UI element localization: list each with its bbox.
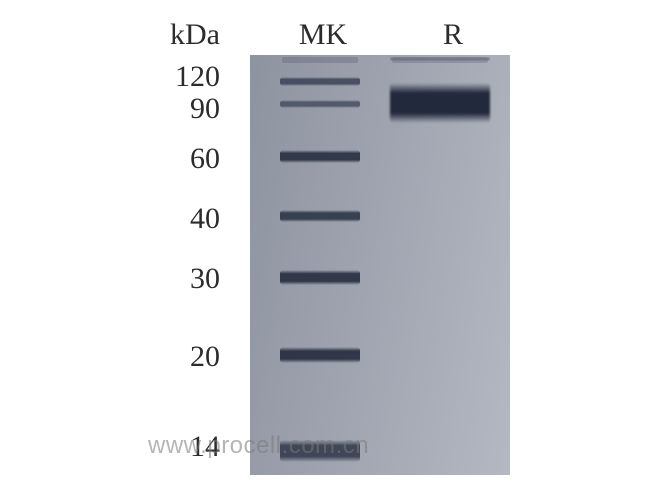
lane-header-marker: MK — [288, 18, 358, 52]
lane-sample-r — [390, 55, 490, 475]
well-marker — [282, 57, 358, 63]
lane-header-sample: R — [428, 18, 478, 52]
band-sample-R — [390, 57, 490, 61]
band-sample-R — [390, 83, 490, 123]
band-marker — [280, 77, 360, 86]
mw-label-60: 60 — [140, 142, 220, 176]
mw-label-40: 40 — [140, 202, 220, 236]
unit-label-kda: kDa — [170, 18, 220, 52]
mw-label-30: 30 — [140, 262, 220, 296]
band-marker — [280, 100, 360, 108]
band-marker — [280, 347, 360, 363]
lane-marker — [280, 55, 360, 475]
band-marker — [280, 150, 360, 163]
mw-label-120: 120 — [140, 60, 220, 94]
band-marker — [280, 270, 360, 285]
band-marker — [280, 210, 360, 222]
mw-label-90: 90 — [140, 92, 220, 126]
watermark-text: www.procell.com.cn — [148, 432, 369, 460]
gel-image — [250, 55, 510, 475]
mw-label-20: 20 — [140, 340, 220, 374]
gel-figure: kDa MK R 120 90 60 40 30 20 14 www.proce… — [0, 0, 670, 500]
